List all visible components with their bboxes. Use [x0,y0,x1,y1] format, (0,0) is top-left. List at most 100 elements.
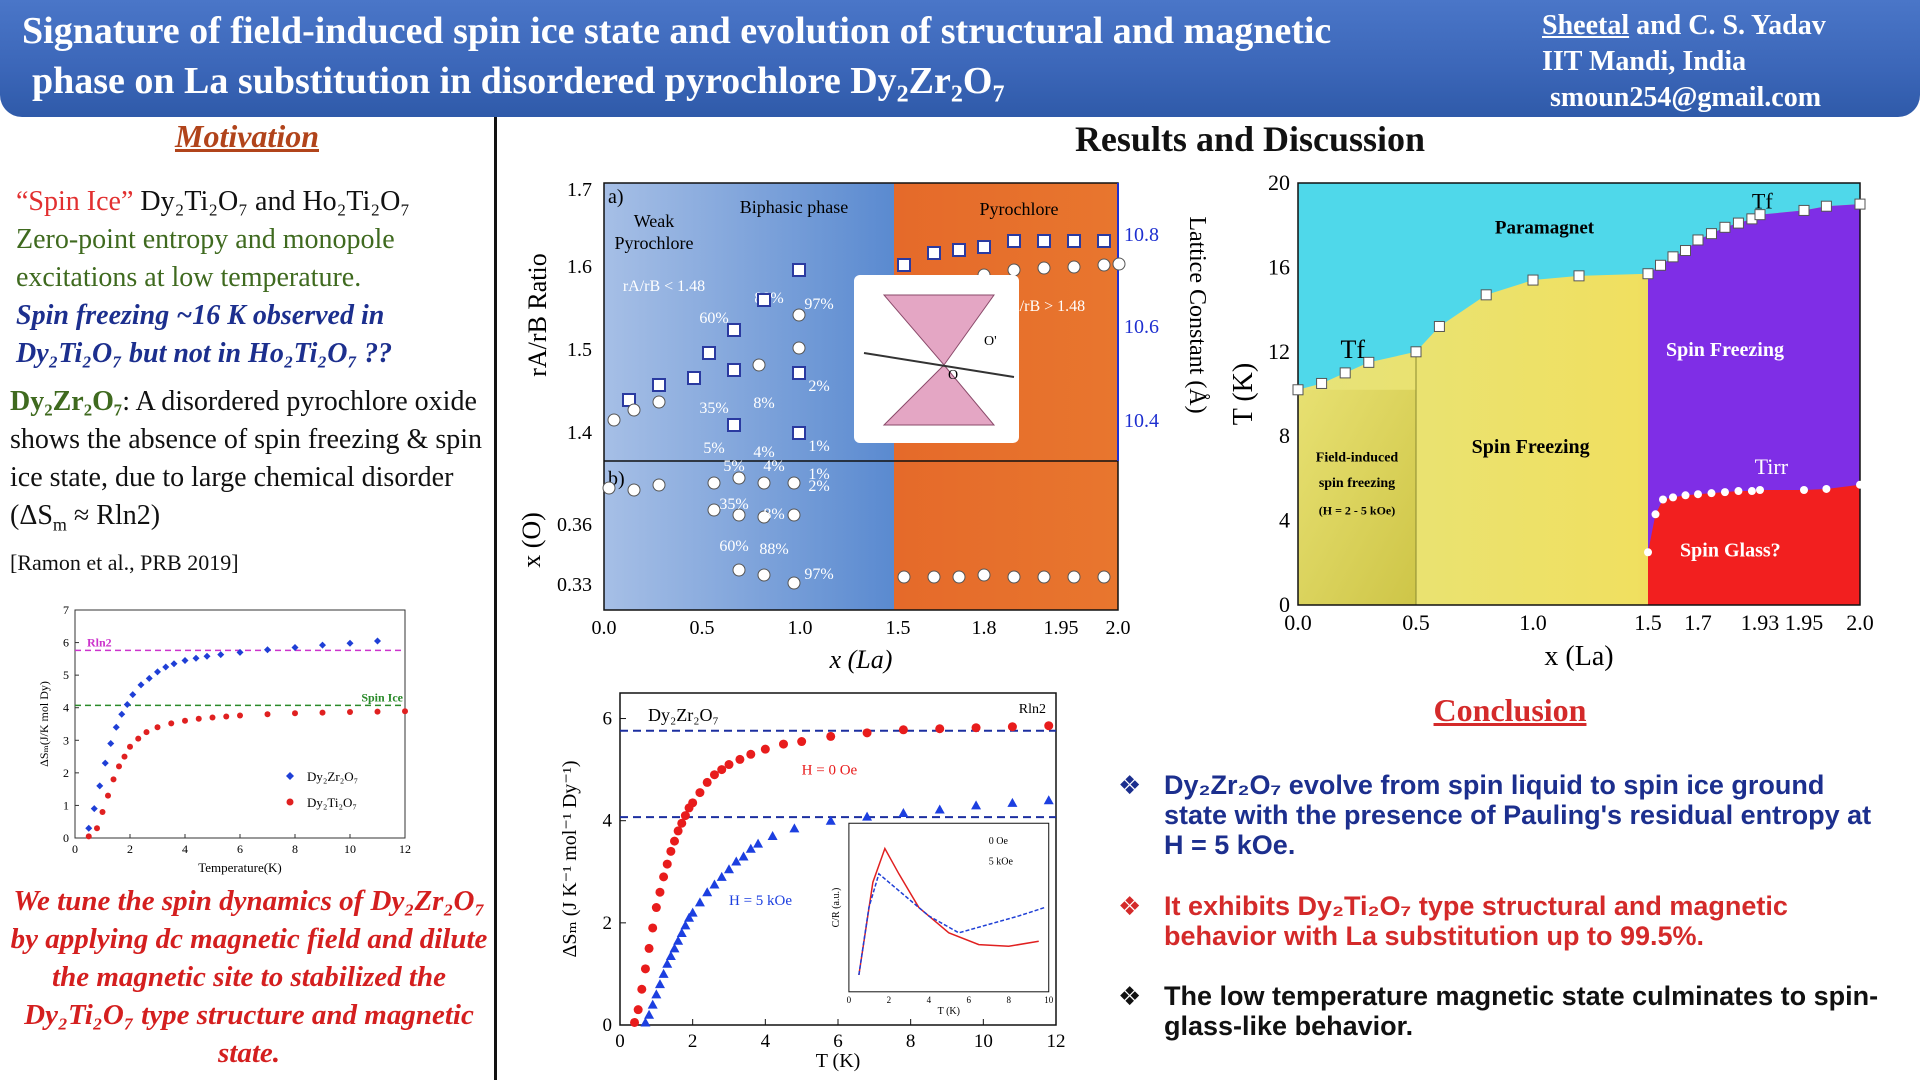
inset-tick-label: 4 [927,995,932,1005]
data-point [647,999,658,1009]
data-point [101,759,109,767]
x-tick-label: 0 [615,1031,625,1052]
data-point-square [1642,268,1654,280]
series-label: H = 5 kOe [729,893,792,909]
motivation-heading: Motivation [174,118,319,154]
region-label: Weak [634,211,675,231]
data-point [745,843,756,853]
data-point [346,639,354,647]
data-point [716,871,727,881]
data-point [753,838,764,848]
annotation: 5% [723,458,744,475]
right-tick-label: 10.4 [1124,410,1159,432]
data-point-square [1667,251,1679,263]
structure-label: O' [984,334,997,349]
data-point-square [1798,204,1810,216]
data-point-square [792,426,806,440]
data-point [898,808,909,818]
data-point-square [1363,356,1375,368]
data-point [181,656,189,664]
column-divider [494,117,497,1080]
data-point-circle [1037,570,1051,584]
data-point [654,979,665,989]
x-tick-label: 1.5 [886,617,911,639]
dzo-paragraph: Dy₂Zr₂O₇: A disordered pyrochlore oxide … [10,386,482,535]
data-point [779,739,788,749]
entropy-text: Zero-point entropy and monopole excitati… [16,224,395,293]
data-point-square [1680,245,1691,257]
data-point [673,826,683,836]
data-point [633,1005,643,1015]
y-tick-label: 0.36 [557,514,592,536]
y-tick-label: 2 [63,766,69,780]
y-axis-label-top: rA/rB Ratio [523,253,552,377]
inset-series-5koe [858,872,1045,976]
author-names: Sheetal and C. S. Yadav [1542,10,1826,41]
chart-title: Dy₂Zr₂O₇ [648,705,719,725]
data-point-square [792,366,806,380]
spin-ice-label: “Spin Ice” [16,186,134,217]
data-point-circle [1037,261,1051,275]
annotation: rA/rB > 1.48 [1003,298,1085,315]
y-tick-label: 6 [63,636,69,650]
data-point [676,928,687,938]
data-point [687,907,698,917]
data-point-square [1480,289,1492,301]
data-point-square [927,246,941,260]
data-point [665,951,676,961]
data-point [738,851,749,861]
inset-tick-label: 2 [887,995,892,1005]
data-point [862,728,872,738]
data-point [129,691,137,699]
y-tick-label: 4 [603,811,613,832]
data-point [1007,797,1018,807]
data-point [659,872,669,882]
y-tick-label: 1 [63,798,69,812]
inset-tick-label: 6 [967,995,972,1005]
data-point [673,935,684,945]
data-point-circle [607,413,621,427]
data-point [209,714,216,721]
inset-legend: 5 kOe [989,856,1014,867]
y-tick-label: 16 [1268,254,1290,279]
y-tick-label: 3 [63,733,69,747]
y-tick-label: 6 [603,709,613,730]
y-axis-label-right: Lattice Constant (Å) [1184,216,1210,413]
annotation: 2% [808,378,829,395]
data-point-square [1527,274,1539,286]
data-point [695,788,705,798]
data-point [862,811,873,821]
data-point-circle [952,570,966,584]
title-line-2: phase on La substitution in disordered p… [32,60,1005,108]
data-point [203,652,211,660]
region-label: Pyrochlore [980,199,1059,219]
annotation: 8% [763,506,784,523]
data-point [374,637,381,645]
x-tick-label: 2.0 [1846,610,1874,635]
data-point [702,887,713,897]
data-point-circle [977,568,991,582]
data-point-circle [1681,491,1690,500]
data-point [145,674,153,682]
data-point-circle [1007,263,1021,277]
data-point-circle [787,508,801,522]
data-point-circle [757,476,771,490]
data-point [292,710,298,717]
data-point [651,989,662,999]
data-point-circle [1800,486,1808,495]
data-point [630,1017,640,1027]
data-point [237,712,243,719]
data-point-circle [707,503,721,517]
annotation: 35% [699,400,728,417]
data-point [651,903,661,913]
data-point-circle [787,576,801,590]
data-point [127,743,133,750]
y-tick-label: 1.6 [567,256,592,278]
x-tick-label: 1.0 [1519,610,1547,635]
data-point-circle [1651,510,1660,519]
data-point [934,804,945,814]
data-point-circle [792,308,806,322]
annotation: 35% [719,496,748,513]
data-point [135,735,142,742]
data-point-circle [732,508,746,522]
